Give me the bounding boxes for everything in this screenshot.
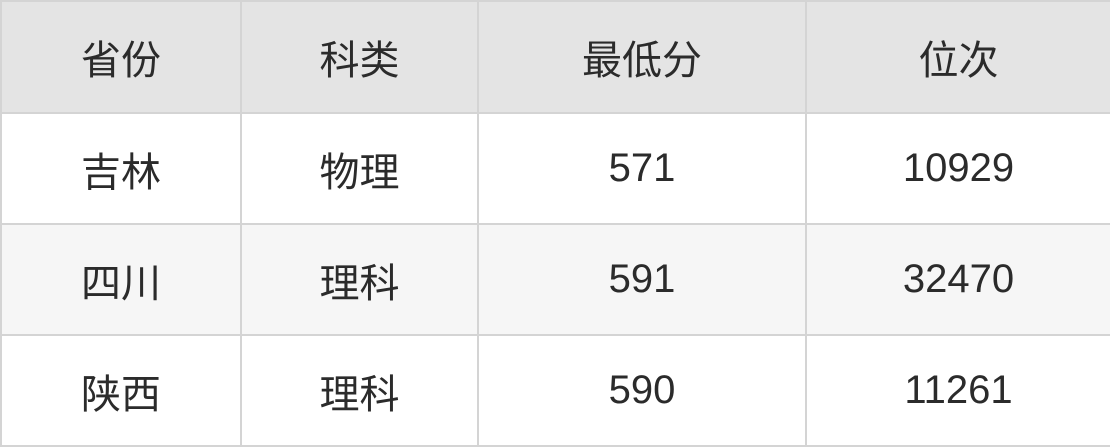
cell-province: 陕西 (0, 334, 242, 447)
header-cell-subject-category: 科类 (240, 0, 479, 114)
cell-rank: 32470 (805, 223, 1110, 336)
table-row: 四川 理科 591 32470 (0, 223, 1110, 336)
cell-province: 四川 (0, 223, 242, 336)
header-cell-province: 省份 (0, 0, 242, 114)
cell-rank: 11261 (805, 334, 1110, 447)
cell-subject-category: 理科 (240, 334, 479, 447)
table-header-row: 省份 科类 最低分 位次 (0, 0, 1110, 114)
cell-subject-category: 理科 (240, 223, 479, 336)
table-row: 陕西 理科 590 11261 (0, 334, 1110, 447)
header-cell-rank: 位次 (805, 0, 1110, 114)
cell-rank: 10929 (805, 112, 1110, 225)
header-cell-minimum-score: 最低分 (477, 0, 807, 114)
cell-minimum-score: 590 (477, 334, 807, 447)
cell-subject-category: 物理 (240, 112, 479, 225)
cell-minimum-score: 591 (477, 223, 807, 336)
table-row: 吉林 物理 571 10929 (0, 112, 1110, 225)
cell-province: 吉林 (0, 112, 242, 225)
cell-minimum-score: 571 (477, 112, 807, 225)
